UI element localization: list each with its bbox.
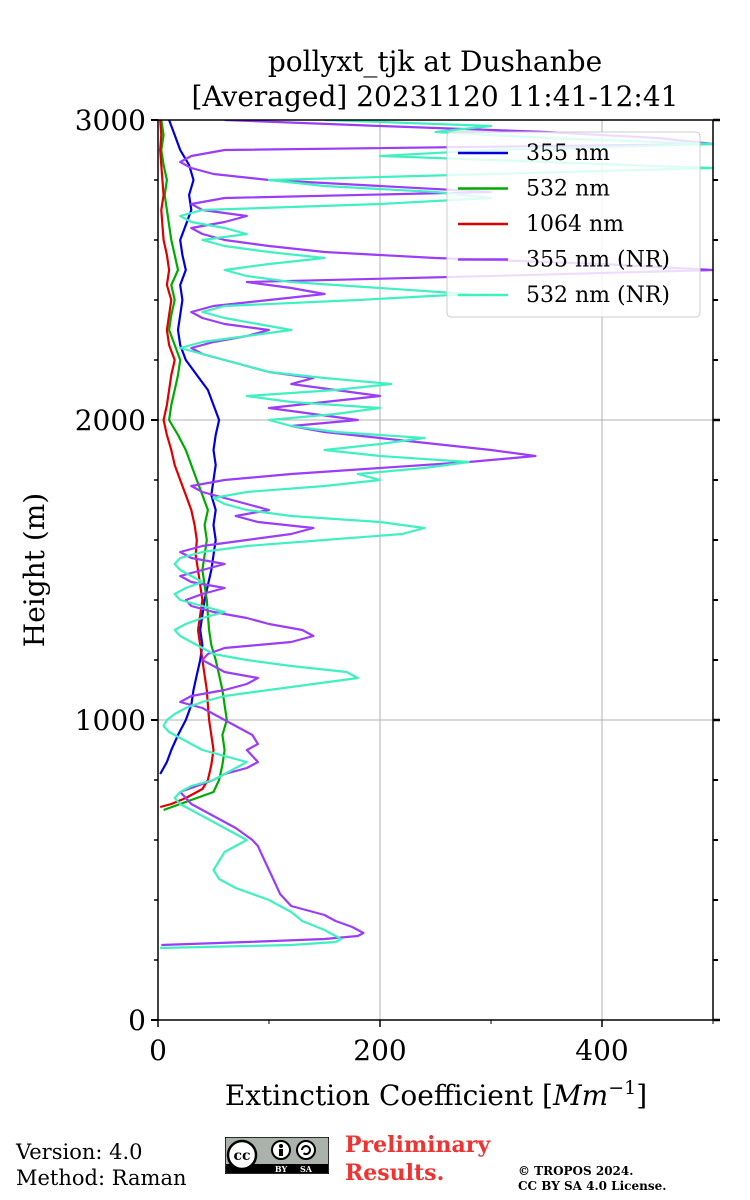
legend-box: [446, 131, 701, 318]
y-tick-label-2: 2000: [75, 404, 146, 437]
version-method-text: Version: 4.0 Method: Raman: [16, 1139, 187, 1191]
legend-label-4: 532 nm (NR): [526, 283, 670, 308]
y-tick-label-0: 0: [128, 1004, 146, 1037]
preliminary-results-text: Preliminary Results.: [345, 1131, 490, 1187]
plot-frame: [157, 119, 714, 1021]
x-tick-label-2: 400: [575, 1034, 628, 1067]
y-tick-label-1: 1000: [75, 704, 146, 737]
legend: 355 nm 532 nm 1064 nm 355 nm (NR) 532 nm (NR…: [446, 131, 701, 318]
series-layer: [159, 120, 713, 950]
chart-subtitle: [Averaged] 20231120 11:41-12:41: [192, 80, 679, 113]
x-tick-label-1: 200: [353, 1034, 406, 1067]
axis-ticks: 0 200 400 0 1000 2000 3000: [75, 104, 720, 1067]
legend-label-1: 532 nm: [526, 177, 610, 202]
series-line-0: [159, 120, 221, 775]
x-axis-label: Extinction Coefficient [Mm−1]: [225, 1077, 647, 1112]
sa-share-icon: [296, 1140, 316, 1160]
svg-text:cc: cc: [233, 1148, 250, 1164]
license-line: CC BY SA 4.0 License.: [518, 1179, 667, 1193]
preliminary-line: Preliminary: [345, 1132, 491, 1158]
version-text: Version: 4.0: [16, 1140, 143, 1164]
series-line-4: [160, 120, 713, 950]
y-axis-label: Height (m): [18, 493, 51, 647]
copyright-line: © TROPOS 2024.: [518, 1164, 634, 1178]
method-text: Method: Raman: [16, 1166, 187, 1190]
series-line-2: [159, 120, 215, 809]
svg-text:SA: SA: [300, 1164, 313, 1174]
y-tick-label-3: 3000: [75, 104, 146, 137]
legend-label-2: 1064 nm: [526, 212, 624, 237]
copyright-text: © TROPOS 2024. CC BY SA 4.0 License.: [518, 1164, 666, 1194]
chart-title: pollyxt_tjk at Dushanbe: [268, 45, 602, 78]
legend-label-3: 355 nm (NR): [526, 248, 670, 273]
legend-label-0: 355 nm: [526, 141, 610, 166]
cc-circle-icon: [226, 1139, 258, 1171]
x-tick-label-0: 0: [149, 1034, 167, 1067]
cc-license-badge: cc BY SA: [225, 1137, 329, 1174]
svg-text:BY: BY: [275, 1164, 288, 1174]
results-line: Results.: [345, 1160, 445, 1186]
